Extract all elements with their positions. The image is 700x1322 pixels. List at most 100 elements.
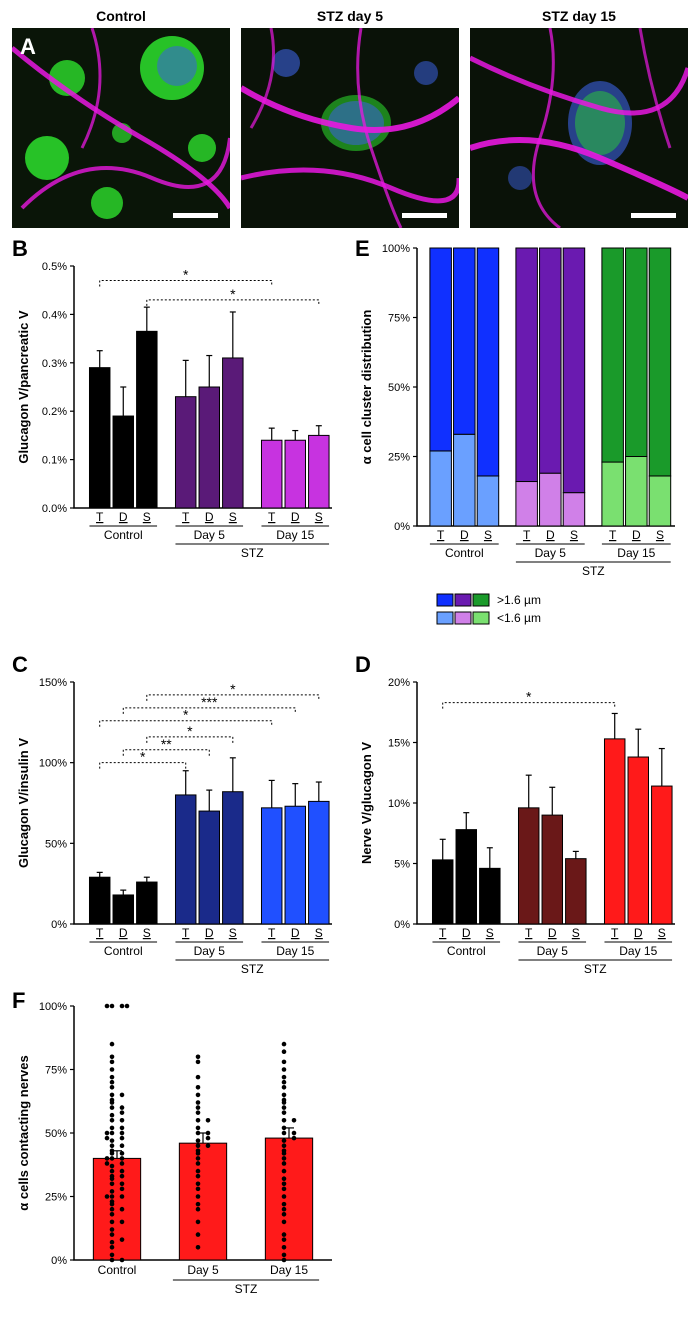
svg-text:*: *: [183, 267, 189, 283]
svg-text:0%: 0%: [394, 919, 410, 931]
micrograph-title: STZ day 5: [241, 8, 459, 24]
svg-text:S: S: [229, 926, 237, 940]
svg-text:D: D: [205, 926, 214, 940]
panel-a-row: Control A STZ day 5: [0, 0, 700, 232]
svg-text:T: T: [268, 510, 276, 524]
svg-text:Day 5: Day 5: [194, 528, 226, 542]
svg-text:Control: Control: [104, 944, 143, 958]
scale-bar: [402, 213, 447, 218]
svg-text:50%: 50%: [388, 382, 410, 394]
panel-label: F: [12, 988, 25, 1014]
bar-chart: 0%5%10%15%20%Nerve V/glucagon VTDSContro…: [355, 652, 685, 982]
svg-text:STZ: STZ: [241, 546, 264, 560]
svg-text:0%: 0%: [51, 919, 67, 931]
svg-text:STZ: STZ: [235, 1282, 258, 1296]
svg-text:S: S: [315, 926, 323, 940]
micrograph-title: Control: [12, 8, 230, 24]
svg-text:5%: 5%: [394, 859, 410, 871]
svg-text:>1.6 µm: >1.6 µm: [497, 593, 541, 607]
panel-b: B 0.0%0.1%0.2%0.3%0.4%0.5%Glucagon V/pan…: [12, 236, 345, 646]
svg-text:Day 5: Day 5: [537, 944, 569, 958]
svg-text:0.1%: 0.1%: [42, 455, 67, 467]
svg-text:Glucagon V/insulin V: Glucagon V/insulin V: [16, 738, 31, 868]
panel-label: E: [355, 236, 370, 262]
svg-text:100%: 100%: [382, 243, 410, 255]
svg-text:100%: 100%: [39, 1001, 67, 1013]
micrograph-stz5: STZ day 5: [241, 8, 459, 228]
stacked-bar-chart: 0%25%50%75%100%α cell cluster distributi…: [355, 236, 685, 646]
svg-text:T: T: [437, 528, 445, 542]
svg-text:0.3%: 0.3%: [42, 358, 67, 370]
panel-e: E 0%25%50%75%100%α cell cluster distribu…: [355, 236, 688, 646]
svg-text:*: *: [526, 689, 532, 705]
svg-text:T: T: [268, 926, 276, 940]
svg-text:Glucagon V/pancreatic V: Glucagon V/pancreatic V: [16, 310, 31, 463]
svg-text:50%: 50%: [45, 1128, 67, 1140]
panel-label-a: A: [20, 34, 36, 60]
fluorescence-mock: [470, 28, 688, 228]
svg-text:Day 15: Day 15: [276, 528, 314, 542]
scatter-bar-chart: 0%25%50%75%100%α cells contacting nerves…: [12, 988, 342, 1318]
svg-text:S: S: [656, 528, 664, 542]
fluorescence-mock: [241, 28, 459, 228]
panel-c: C 0%50%100%150%Glucagon V/insulin VTDSCo…: [12, 652, 345, 982]
panel-label: B: [12, 236, 28, 262]
svg-text:0.0%: 0.0%: [42, 503, 67, 515]
svg-text:S: S: [143, 926, 151, 940]
svg-text:Day 15: Day 15: [270, 1263, 308, 1277]
svg-text:D: D: [634, 926, 643, 940]
svg-text:*: *: [187, 723, 193, 739]
svg-text:D: D: [632, 528, 641, 542]
svg-text:Control: Control: [98, 1263, 137, 1277]
fluorescence-mock: [12, 28, 230, 228]
panel-label: C: [12, 652, 28, 678]
svg-text:STZ: STZ: [241, 962, 264, 976]
svg-text:*: *: [230, 681, 236, 697]
svg-text:T: T: [182, 926, 190, 940]
charts-grid: B 0.0%0.1%0.2%0.3%0.4%0.5%Glucagon V/pan…: [0, 232, 700, 1322]
svg-text:S: S: [315, 510, 323, 524]
micrograph-image: A: [12, 28, 230, 228]
svg-text:0.4%: 0.4%: [42, 309, 67, 321]
panel-label: D: [355, 652, 371, 678]
svg-text:D: D: [460, 528, 469, 542]
svg-text:D: D: [548, 926, 557, 940]
svg-text:S: S: [229, 510, 237, 524]
svg-text:S: S: [486, 926, 494, 940]
panel-f: F 0%25%50%75%100%α cells contacting nerv…: [12, 988, 345, 1318]
svg-text:T: T: [439, 926, 447, 940]
svg-text:<1.6 µm: <1.6 µm: [497, 611, 541, 625]
svg-text:T: T: [96, 510, 104, 524]
svg-text:Day 5: Day 5: [187, 1263, 219, 1277]
svg-text:50%: 50%: [45, 838, 67, 850]
svg-text:Control: Control: [447, 944, 486, 958]
svg-text:D: D: [462, 926, 471, 940]
svg-text:20%: 20%: [388, 677, 410, 689]
svg-text:Day 15: Day 15: [619, 944, 657, 958]
svg-text:T: T: [525, 926, 533, 940]
micrograph-title: STZ day 15: [470, 8, 688, 24]
micrograph-image: [241, 28, 459, 228]
svg-text:100%: 100%: [39, 758, 67, 770]
svg-text:*: *: [183, 707, 189, 723]
svg-text:Day 15: Day 15: [276, 944, 314, 958]
svg-text:S: S: [658, 926, 666, 940]
svg-text:D: D: [291, 926, 300, 940]
svg-text:T: T: [96, 926, 104, 940]
svg-text:25%: 25%: [388, 452, 410, 464]
svg-text:**: **: [161, 736, 172, 752]
svg-text:T: T: [609, 528, 617, 542]
svg-text:*: *: [140, 749, 146, 765]
svg-text:S: S: [484, 528, 492, 542]
svg-text:10%: 10%: [388, 798, 410, 810]
micrograph-image: [470, 28, 688, 228]
svg-text:T: T: [611, 926, 619, 940]
micrograph-stz15: STZ day 15: [470, 8, 688, 228]
svg-text:75%: 75%: [388, 313, 410, 325]
svg-text:0%: 0%: [394, 521, 410, 533]
micrograph-control: Control A: [12, 8, 230, 228]
svg-text:15%: 15%: [388, 738, 410, 750]
svg-text:Control: Control: [104, 528, 143, 542]
svg-text:25%: 25%: [45, 1192, 67, 1204]
bar-chart: 0.0%0.1%0.2%0.3%0.4%0.5%Glucagon V/pancr…: [12, 236, 342, 566]
